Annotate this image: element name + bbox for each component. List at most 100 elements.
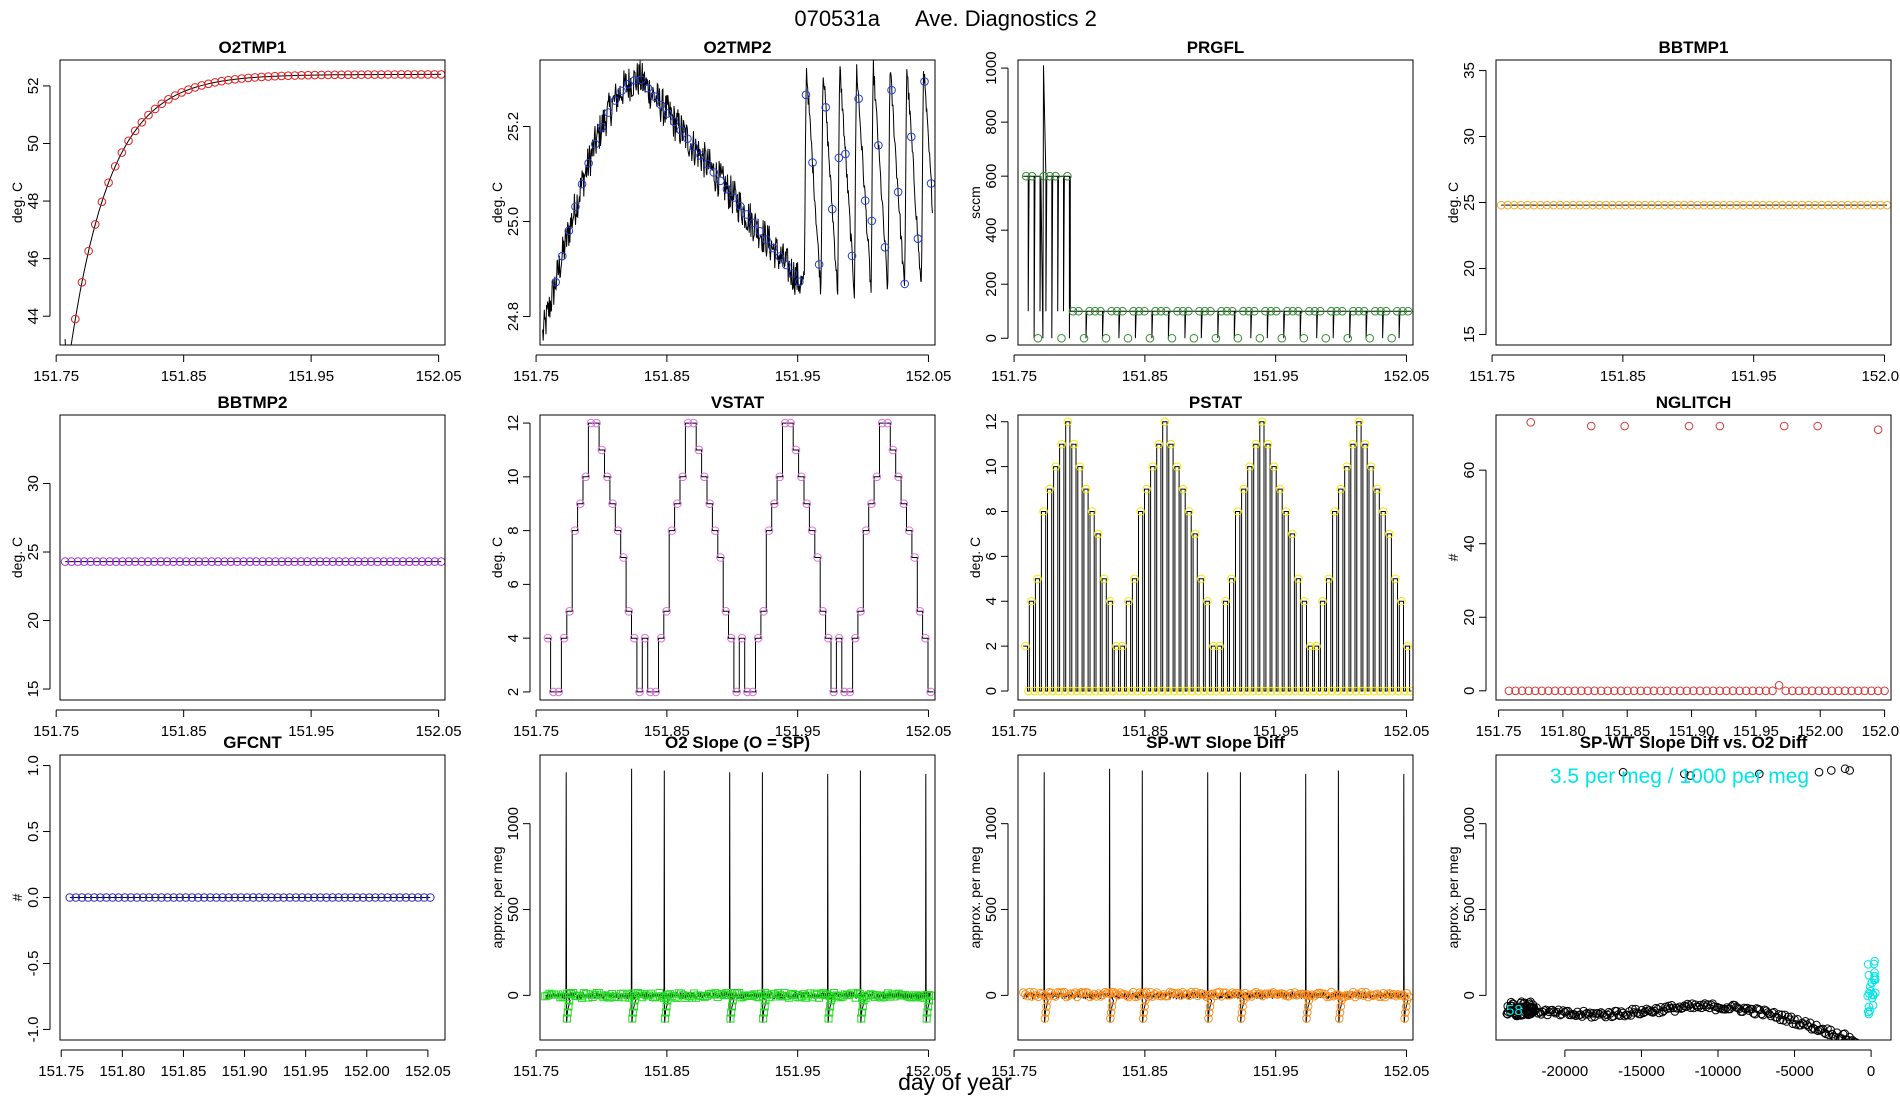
data-point [217, 76, 226, 86]
data-point [1550, 686, 1560, 696]
data-point [1315, 306, 1325, 316]
data-point [1269, 462, 1279, 471]
data-point [689, 142, 699, 152]
data-point [1603, 686, 1613, 696]
data-point [1741, 686, 1751, 696]
x-tick-label: 151.75 [38, 1063, 84, 1080]
y-tick-label: 25 [25, 544, 42, 561]
data-point [383, 70, 393, 79]
data-point [1066, 686, 1076, 696]
y-axis-label: sccm [967, 186, 983, 219]
data-point [1105, 596, 1115, 606]
data-point [640, 990, 649, 999]
data-point [1406, 686, 1413, 696]
data-point [157, 99, 167, 109]
data-point [1284, 686, 1294, 696]
data-point [1221, 596, 1230, 606]
data-point [1507, 1007, 1516, 1017]
data-point [1021, 171, 1031, 181]
data-point [322, 557, 331, 566]
data-point [1398, 990, 1407, 999]
data-point [1184, 306, 1193, 316]
data-point [563, 1008, 572, 1017]
y-tick-label: 8 [983, 507, 1000, 515]
data-point [1542, 200, 1552, 210]
data-point [1232, 988, 1241, 998]
y-tick-label: 60 [1461, 462, 1478, 479]
data-point [1027, 171, 1037, 181]
data-point [1388, 686, 1397, 696]
data-point [847, 251, 857, 261]
data-point [239, 557, 248, 566]
data-point [1771, 200, 1781, 210]
data-point [705, 499, 714, 509]
data-point [279, 893, 288, 902]
data-point [810, 989, 819, 998]
data-point [681, 993, 690, 1002]
data-point [893, 187, 903, 197]
data-point [1864, 970, 1874, 980]
data-point [1057, 333, 1066, 343]
plot-frame [1495, 414, 1892, 701]
data-point [1306, 641, 1315, 651]
data-point [829, 687, 838, 697]
panel-o2tmp2: O2TMP2 deg. C 151.75 151.85 151.95 152.05 24.8… [489, 38, 951, 385]
data-point [1299, 333, 1309, 343]
data-point [1554, 1005, 1563, 1015]
panel-spwtvso2: SP-WT Slope Diff vs. O2 Diff approx. per … [1445, 733, 1892, 1080]
data-point [1178, 484, 1188, 494]
data-point [1758, 200, 1768, 210]
data-point [1195, 306, 1204, 316]
data-point [1156, 991, 1166, 1001]
y-tick-label: 15 [1461, 326, 1478, 343]
data-point [124, 557, 134, 566]
data-point [640, 633, 650, 643]
data-point [545, 989, 554, 998]
data-point [801, 90, 811, 100]
data-point [864, 991, 873, 1000]
panel-vstat: VSTAT deg. C 151.75 151.85 151.95 152.05 2 4 6 8 1… [489, 393, 951, 740]
data-point [1779, 421, 1789, 431]
data-point [1141, 996, 1150, 1005]
data-point [1865, 1006, 1875, 1015]
data-point [873, 991, 882, 1000]
data-point [1060, 686, 1070, 696]
data-point [1072, 686, 1082, 696]
series [1504, 418, 1889, 696]
y-tick-label: 0.5 [25, 821, 42, 842]
series [1021, 65, 1413, 343]
data-point [1027, 992, 1037, 1001]
data-point [1880, 686, 1889, 696]
y-tick-label: -1.0 [25, 1017, 42, 1043]
x-tick-label: 151.95 [1731, 368, 1777, 385]
data-point [1096, 306, 1105, 316]
data-point [1127, 686, 1136, 696]
data-point [916, 993, 925, 1002]
data-point [1725, 200, 1735, 210]
data-point [1387, 333, 1396, 343]
data-point [1278, 686, 1288, 696]
data-point [1251, 987, 1261, 997]
data-point [424, 557, 433, 566]
data-point [1536, 200, 1545, 210]
annotation-label: 3.5 per meg / 1000 per meg [1550, 765, 1809, 788]
data-point [1090, 306, 1100, 316]
data-point [624, 606, 634, 616]
data-point [597, 991, 606, 1000]
data-point [629, 1002, 638, 1011]
data-point [1249, 989, 1259, 998]
data-point [1206, 996, 1216, 1005]
data-point [1255, 333, 1265, 343]
data-point [245, 557, 255, 566]
x-tick-label: -5000 [1775, 1063, 1813, 1080]
data-point [1230, 686, 1239, 696]
data-point [310, 70, 320, 80]
data-point [410, 70, 419, 79]
data-point [430, 70, 439, 79]
data-point [1649, 686, 1659, 696]
data-point [814, 260, 824, 269]
data-point [581, 472, 590, 482]
data-point [750, 990, 759, 999]
data-point [1568, 200, 1578, 210]
